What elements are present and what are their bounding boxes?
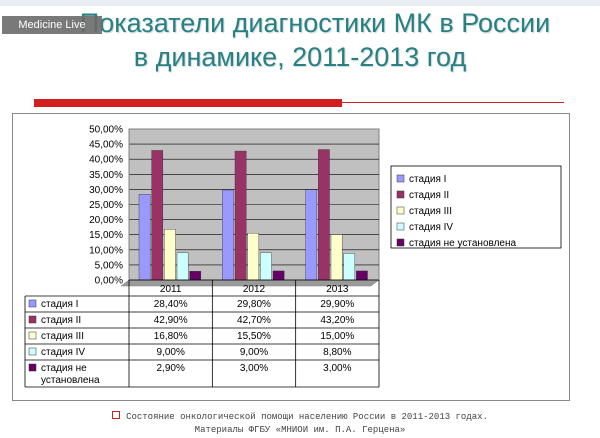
table-value: 3,00% bbox=[240, 363, 268, 374]
legend-swatch bbox=[396, 222, 405, 231]
table-row-label: стадия I bbox=[41, 299, 78, 310]
bar bbox=[318, 149, 330, 281]
legend-label: стадия I bbox=[409, 174, 446, 185]
footer-source: Состояние онкологической помощи населени… bbox=[0, 411, 600, 437]
legend-label: стадия IV bbox=[409, 222, 453, 233]
footer-bullet-icon bbox=[112, 411, 121, 419]
x-category-label: 2013 bbox=[326, 284, 349, 295]
bar bbox=[356, 270, 368, 281]
bar bbox=[305, 189, 318, 281]
bar bbox=[164, 229, 176, 281]
y-tick-label: 5,00% bbox=[95, 260, 123, 271]
table-value: 9,00% bbox=[240, 347, 268, 358]
table-row-label: стадия II bbox=[41, 315, 81, 326]
bar bbox=[330, 234, 343, 281]
table-series-key bbox=[28, 315, 37, 324]
title-line-2: в динамике, 2011-2013 год bbox=[133, 42, 467, 72]
x-category-label: 2011 bbox=[160, 284, 182, 295]
title-line-1: Показатели диагностики МК в России bbox=[79, 8, 551, 38]
bar bbox=[138, 194, 151, 281]
chart-frame: 0,00% 5,00% 10,00% 15,00% 20,00% 25,00% 30,00%… bbox=[12, 113, 570, 401]
legend-label: стадия II bbox=[409, 190, 449, 201]
bar bbox=[151, 150, 164, 281]
legend-swatch bbox=[396, 174, 405, 183]
table-series-key bbox=[28, 299, 37, 308]
table-value: 8,80% bbox=[323, 347, 351, 358]
legend-swatch bbox=[396, 190, 405, 199]
bar bbox=[247, 232, 260, 281]
legend-label: стадия не установлена bbox=[409, 238, 517, 249]
table-value: 2,90% bbox=[156, 363, 184, 374]
legend-swatch bbox=[396, 238, 405, 247]
y-tick-label: 35,00% bbox=[89, 170, 123, 181]
y-tick-label: 25,00% bbox=[89, 200, 123, 211]
table-value: 42,90% bbox=[154, 315, 188, 326]
slide-title: Показатели диагностики МК в России в дин… bbox=[0, 6, 600, 74]
table-row-label: стадия не bbox=[41, 363, 87, 374]
table-value: 29,90% bbox=[320, 299, 354, 310]
table-value: 43,20% bbox=[320, 315, 354, 326]
bar bbox=[343, 253, 356, 281]
footer-line-1: Состояние онкологической помощи населени… bbox=[126, 412, 488, 422]
watermark-logo: Medicine Live bbox=[2, 16, 102, 34]
y-tick-label: 15,00% bbox=[89, 230, 123, 241]
footer-line-2: Материалы ФГБУ «МНИОИ им. П.А. Герцена» bbox=[194, 425, 406, 435]
table-row-label: установлена bbox=[41, 375, 100, 386]
bar bbox=[234, 150, 247, 281]
table-value: 42,70% bbox=[237, 315, 271, 326]
table-value: 28,40% bbox=[154, 299, 188, 310]
table-series-key bbox=[28, 331, 37, 340]
bar bbox=[176, 252, 189, 281]
bar bbox=[189, 271, 202, 281]
table-value: 15,00% bbox=[320, 331, 354, 342]
y-tick-label: 10,00% bbox=[89, 245, 123, 256]
table-value: 16,80% bbox=[154, 331, 188, 342]
table-series-key bbox=[28, 363, 37, 372]
x-category-label: 2012 bbox=[243, 284, 266, 295]
red-divider-bar bbox=[34, 99, 342, 107]
y-tick-label: 0,00% bbox=[95, 276, 123, 287]
y-tick-label: 40,00% bbox=[89, 155, 123, 166]
table-value: 3,00% bbox=[323, 363, 351, 374]
table-row-label: стадия III bbox=[41, 331, 84, 342]
legend-box bbox=[390, 165, 562, 249]
y-tick-label: 50,00% bbox=[89, 125, 123, 136]
y-tick-label: 30,00% bbox=[89, 185, 123, 196]
y-tick-label: 20,00% bbox=[89, 215, 123, 226]
red-divider-line bbox=[342, 102, 564, 103]
top-strip bbox=[0, 0, 600, 6]
table-value: 29,80% bbox=[237, 299, 271, 310]
table-row-label: стадия IV bbox=[41, 347, 85, 358]
table-value: 9,00% bbox=[156, 347, 184, 358]
y-tick-label: 45,00% bbox=[89, 140, 123, 151]
table-value: 15,50% bbox=[237, 331, 271, 342]
bar bbox=[260, 252, 272, 281]
bar bbox=[272, 270, 285, 281]
chart-svg: 0,00% 5,00% 10,00% 15,00% 20,00% 25,00% 30,00%… bbox=[24, 125, 562, 388]
table-series-key bbox=[28, 347, 37, 356]
legend-label: стадия III bbox=[409, 206, 452, 217]
legend-swatch bbox=[396, 206, 405, 215]
bar bbox=[222, 189, 234, 281]
